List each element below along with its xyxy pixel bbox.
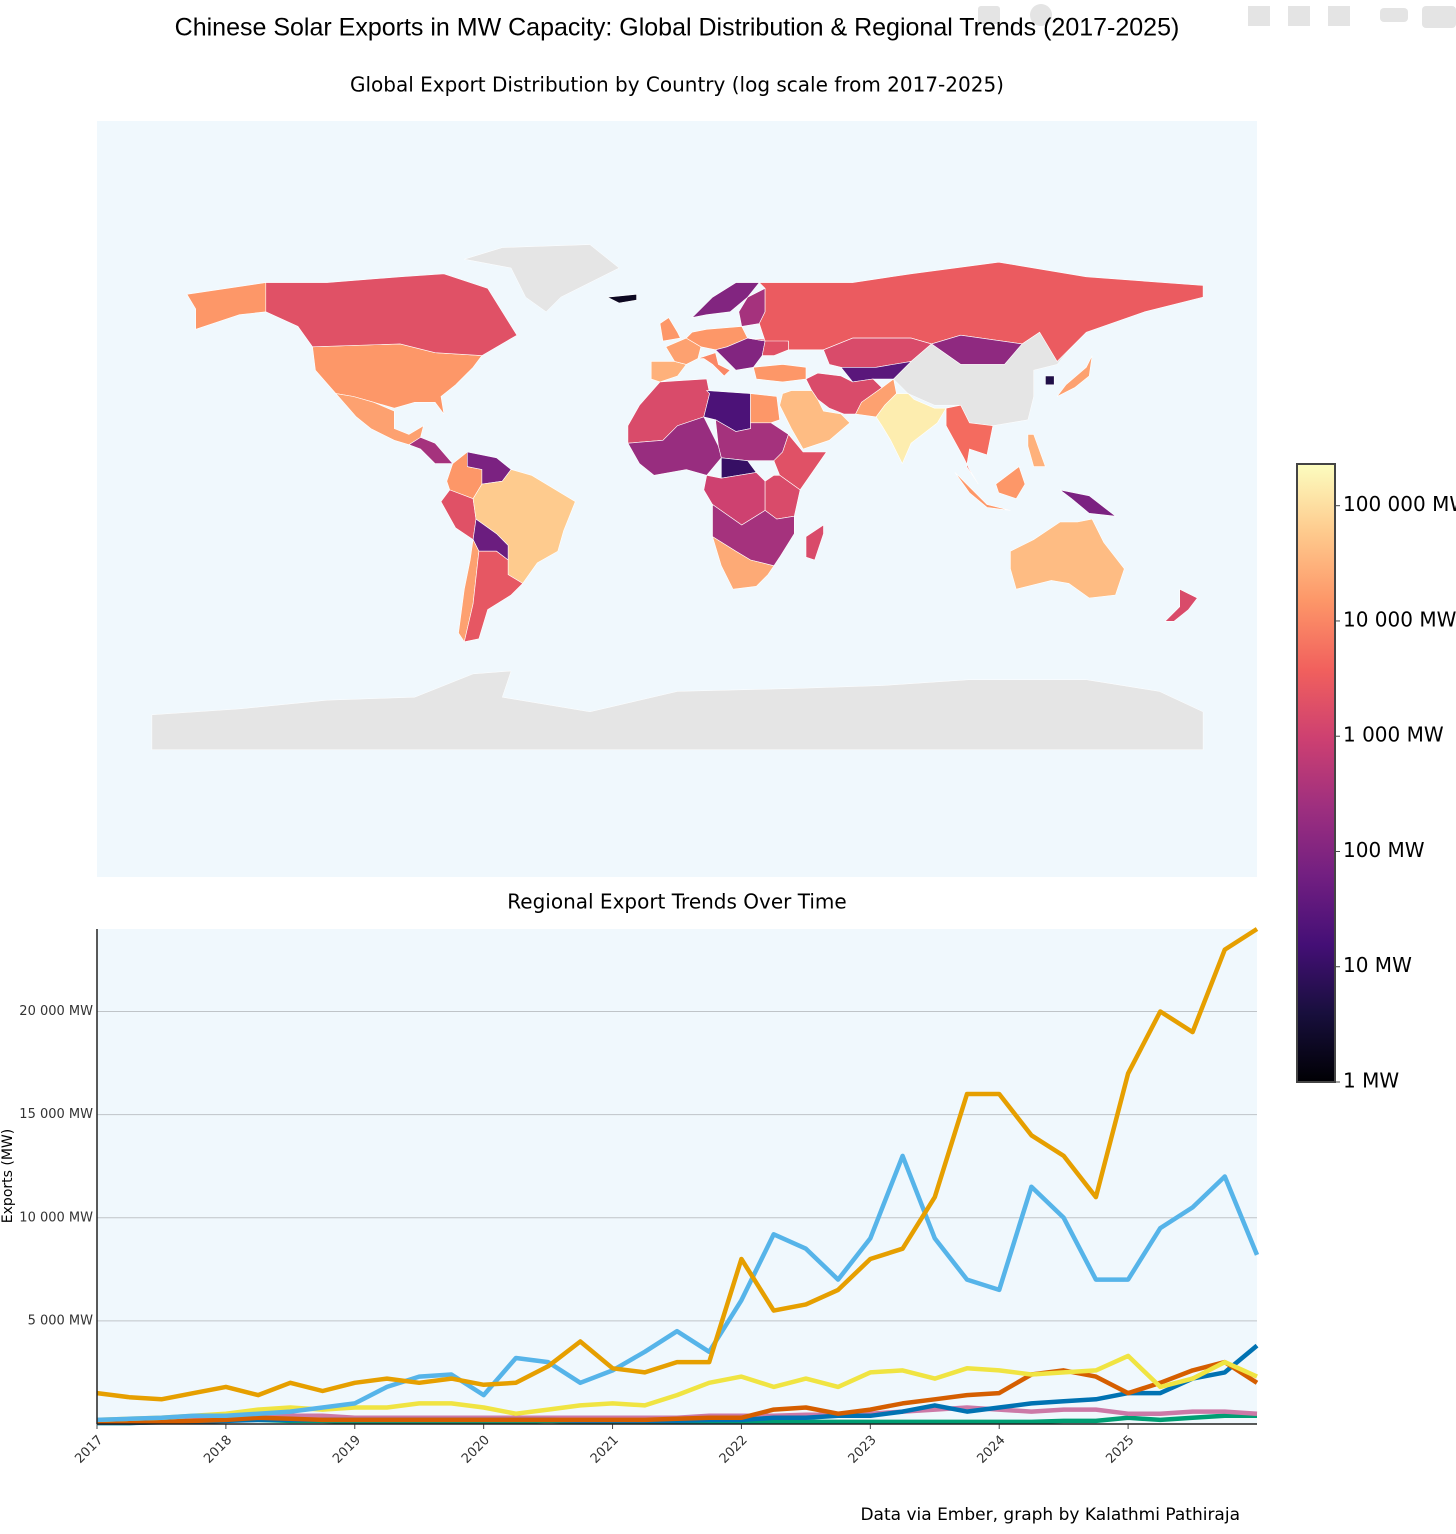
toolbar-icon[interactable] — [1328, 6, 1350, 26]
country — [711, 535, 775, 590]
toolbar-icon[interactable] — [978, 6, 1000, 24]
colorbar-tick-label: 1 000 MW — [1343, 723, 1444, 747]
x-tick-label: 2019 — [330, 1433, 364, 1467]
y-tick-label: 15 000 MW — [19, 1107, 93, 1122]
x-tick-label: 2023 — [846, 1433, 880, 1467]
no-data-land — [464, 244, 620, 313]
country — [691, 282, 760, 319]
no-data-land — [151, 670, 1204, 751]
country — [697, 352, 731, 377]
x-tick-label: 2020 — [459, 1433, 493, 1467]
y-tick-label: 5 000 MW — [28, 1313, 94, 1328]
x-tick-label: 2022 — [717, 1433, 751, 1467]
country — [750, 393, 781, 424]
x-tick-label: 2024 — [975, 1433, 1009, 1467]
country — [1056, 355, 1093, 397]
x-tick-label: 2025 — [1103, 1433, 1137, 1467]
country — [945, 404, 994, 485]
country — [335, 393, 424, 446]
x-tick-label: 2018 — [201, 1433, 235, 1467]
series-line — [96, 1153, 1260, 1423]
colorbar-tick-label: 100 MW — [1343, 838, 1425, 862]
figure-title: Chinese Solar Exports in MW Capacity: Gl… — [175, 14, 1180, 42]
country — [1010, 518, 1125, 599]
series-line — [96, 927, 1259, 1402]
toolbar-icon[interactable] — [1422, 6, 1456, 28]
country — [265, 273, 518, 356]
map — [151, 244, 1204, 751]
colorbar-tick-label: 10 MW — [1343, 953, 1412, 977]
country — [930, 334, 1023, 365]
country — [606, 293, 637, 304]
country — [779, 390, 851, 450]
toolbar-icon[interactable] — [1248, 6, 1270, 26]
map-background — [97, 121, 1257, 877]
toolbar-icon[interactable] — [1380, 8, 1408, 22]
toolbar-icon[interactable] — [1030, 4, 1052, 26]
colorbar-tick-label: 10 000 MW — [1343, 607, 1456, 631]
country — [1045, 375, 1055, 386]
country — [463, 550, 524, 643]
y-axis-label: Exports (MW) — [0, 1129, 16, 1223]
y-tick-label: 20 000 MW — [19, 1004, 93, 1019]
map-title: Global Export Distribution by Country (l… — [350, 73, 1004, 97]
country — [954, 466, 1026, 511]
country — [659, 317, 681, 342]
country — [1059, 489, 1117, 517]
x-tick-label: 2021 — [588, 1433, 622, 1467]
line-title: Regional Export Trends Over Time — [507, 890, 846, 914]
toolbar-icon[interactable] — [1288, 6, 1310, 26]
colorbar-tick-label: 100 000 MW — [1343, 492, 1456, 516]
colorbar-tick-label: 1 MW — [1343, 1069, 1399, 1093]
toolbar — [978, 4, 1456, 28]
country — [753, 364, 807, 383]
country — [805, 524, 824, 561]
colorbar-body — [1296, 463, 1336, 1083]
x-tick-label: 2017 — [72, 1433, 106, 1467]
y-tick-label: 10 000 MW — [19, 1210, 93, 1225]
plot-background — [97, 929, 1257, 1424]
series-line — [96, 1353, 1258, 1423]
country — [1164, 588, 1198, 622]
source-note: Data via Ember, graph by Kalathmi Pathir… — [860, 1505, 1240, 1525]
country — [1027, 434, 1046, 467]
colorbar: 1 MW 10 MW 100 MW 1 000 MW 10 000 MW 100 000 … — [1296, 463, 1456, 1093]
